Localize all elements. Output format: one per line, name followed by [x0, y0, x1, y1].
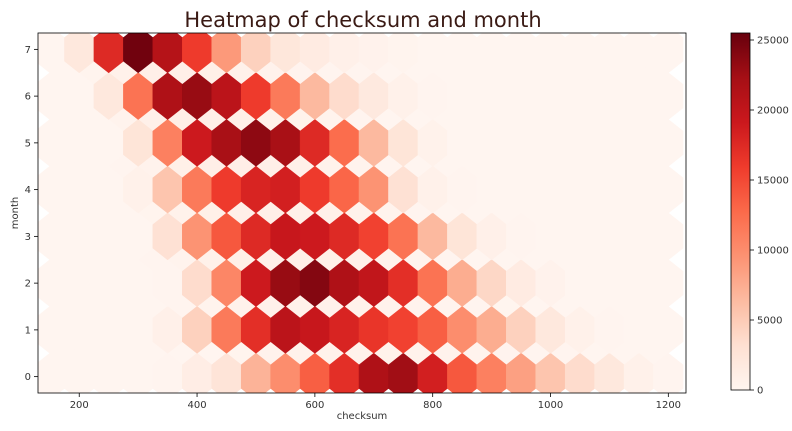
hex-cell — [653, 33, 684, 74]
x-tick-label: 800 — [423, 400, 442, 411]
chart-title: Heatmap of checksum and month — [184, 8, 541, 32]
x-tick-label: 1000 — [538, 400, 563, 411]
y-tick-label: 6 — [25, 92, 31, 103]
hex-cell — [653, 212, 684, 261]
colorbar-tick-label: 15000 — [757, 176, 789, 187]
plot-frame — [37, 32, 687, 394]
x-axis-label: checksum — [337, 411, 388, 422]
hex-cell — [653, 306, 684, 354]
colorbar-tick-label: 20000 — [757, 106, 789, 117]
hex-cell — [653, 72, 684, 120]
y-tick-label: 0 — [25, 372, 31, 383]
hex-layer — [38, 33, 684, 393]
colorbar — [730, 32, 751, 391]
y-tick-label: 5 — [25, 138, 31, 149]
y-tick-label: 3 — [25, 232, 31, 243]
y-tick-label: 7 — [25, 45, 31, 56]
x-tick-label: 1200 — [656, 400, 681, 411]
colorbar-tick-label: 0 — [757, 386, 763, 397]
y-tick-label: 1 — [25, 325, 31, 336]
hex-cell — [653, 259, 684, 307]
hex-cell — [653, 352, 684, 393]
x-axis: 200 400 600 800 1000 1200 — [70, 393, 681, 411]
colorbar-tick-label: 10000 — [757, 246, 789, 257]
y-axis-label: month — [10, 197, 21, 229]
hex-cell — [653, 119, 684, 167]
y-axis: 0 1 2 3 4 5 6 7 — [25, 45, 38, 383]
x-tick-label: 600 — [305, 400, 324, 411]
colorbar-axis: 0 5000 10000 15000 20000 25000 — [750, 36, 789, 397]
x-tick-label: 400 — [188, 400, 207, 411]
colorbar-tick-label: 5000 — [757, 316, 782, 327]
y-tick-label: 2 — [25, 279, 31, 290]
hex-cell — [653, 165, 684, 214]
colorbar-tick-label: 25000 — [757, 36, 789, 47]
x-tick-label: 200 — [70, 400, 89, 411]
y-tick-label: 4 — [25, 185, 31, 196]
